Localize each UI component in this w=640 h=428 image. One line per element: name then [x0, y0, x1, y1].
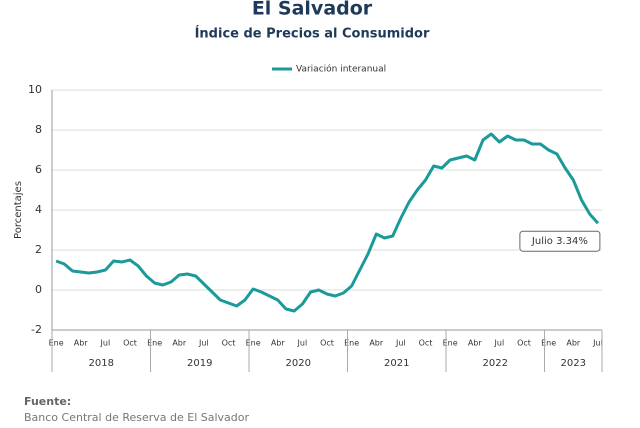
y-tick-label: 2 — [35, 243, 42, 256]
year-label: 2021 — [384, 358, 409, 369]
y-tick-label: 0 — [35, 283, 42, 296]
year-label: 2018 — [89, 358, 114, 369]
year-label: 2022 — [483, 358, 508, 369]
year-label: 2019 — [187, 358, 212, 369]
x-tick-label: Jul — [494, 339, 505, 348]
y-tick-label: 6 — [35, 163, 42, 176]
x-tick-label: Abr — [369, 339, 384, 348]
annotation-box — [519, 230, 601, 252]
y-tick-label: -2 — [31, 323, 42, 336]
y-axis-label: Porcentajes — [13, 181, 24, 239]
x-tick-label: Jul — [297, 339, 308, 348]
x-tick-label: Abr — [172, 339, 187, 348]
legend-label: Variación interanual — [296, 64, 386, 75]
x-tick-label: Oct — [419, 339, 433, 348]
x-tick-label: Jul — [592, 339, 603, 348]
x-tick-label: Ene — [147, 339, 162, 348]
x-tick-label: Abr — [271, 339, 286, 348]
x-tick-label: Ene — [344, 339, 359, 348]
x-tick-label: Oct — [123, 339, 137, 348]
x-tick-label: Oct — [517, 339, 531, 348]
chart-title: El Salvador — [252, 0, 373, 20]
year-label: 2020 — [286, 358, 311, 369]
x-tick-label: Oct — [222, 339, 236, 348]
year-label: 2023 — [561, 358, 586, 369]
x-tick-label: Ene — [443, 339, 458, 348]
source: Banco Central de Reserva de El Salvador — [24, 411, 250, 424]
x-tick-label: Abr — [566, 339, 581, 348]
line — [55, 132, 600, 313]
annotation: Julio 3.34% — [531, 236, 588, 247]
x-tick-label: Ene — [49, 339, 64, 348]
x-tick-label: Abr — [74, 339, 89, 348]
y-tick-label: 10 — [28, 83, 42, 96]
x-tick-label: Jul — [395, 339, 406, 348]
x-tick-label: Ene — [246, 339, 261, 348]
x-tick-label: Ene — [541, 339, 556, 348]
x-tick-label: Oct — [320, 339, 334, 348]
chart-subtitle: Índice de Precios al Consumidor — [195, 26, 430, 42]
source-label: Fuente: — [24, 395, 71, 408]
y-tick-label: 4 — [35, 203, 42, 216]
y-tick-label: 8 — [35, 123, 42, 136]
x-tick-label: Jul — [198, 339, 209, 348]
x-tick-label: Abr — [468, 339, 483, 348]
x-tick-label: Jul — [100, 339, 111, 348]
